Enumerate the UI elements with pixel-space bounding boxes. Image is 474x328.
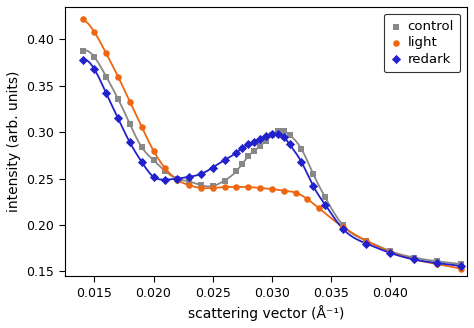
light (102, 51, 110, 56)
redark (250, 139, 258, 144)
control (310, 172, 317, 177)
light (268, 186, 276, 192)
control (79, 48, 86, 53)
redark (457, 263, 465, 269)
redark (434, 260, 441, 266)
redark (79, 57, 86, 62)
control (209, 183, 217, 189)
Y-axis label: intensity (arb. units): intensity (arb. units) (7, 71, 21, 212)
redark (91, 67, 98, 72)
light (197, 185, 205, 191)
light (315, 206, 323, 211)
Legend: control, light, redark: control, light, redark (384, 13, 460, 72)
control (138, 144, 146, 150)
redark (197, 172, 205, 177)
control (233, 169, 240, 174)
control (250, 148, 258, 154)
light (363, 238, 370, 243)
control (457, 261, 465, 267)
redark (238, 145, 246, 151)
redark (162, 177, 169, 182)
control (363, 238, 370, 243)
control (286, 133, 293, 138)
light (245, 184, 252, 190)
control (173, 176, 181, 181)
redark (268, 132, 276, 137)
control (386, 248, 394, 254)
light (386, 249, 394, 255)
control (162, 169, 169, 174)
light (434, 261, 441, 267)
control (114, 96, 122, 101)
light (256, 185, 264, 191)
light (114, 74, 122, 79)
redark (245, 142, 252, 147)
light (79, 16, 86, 22)
control (298, 146, 305, 152)
control (262, 138, 270, 143)
control (410, 255, 418, 260)
redark (173, 176, 181, 181)
redark (410, 257, 418, 262)
control (245, 154, 252, 159)
light (162, 166, 169, 171)
control (185, 179, 193, 184)
light (209, 185, 217, 191)
light (457, 266, 465, 271)
redark (150, 174, 157, 179)
light (126, 99, 134, 104)
light (221, 184, 228, 190)
X-axis label: scattering vector (Å⁻¹): scattering vector (Å⁻¹) (188, 305, 344, 321)
control (197, 183, 205, 188)
light (138, 124, 146, 129)
light (173, 177, 181, 182)
redark (138, 159, 146, 165)
light (280, 188, 287, 194)
light (339, 224, 346, 230)
light (303, 196, 311, 202)
redark (339, 226, 346, 232)
control (150, 157, 157, 163)
control (126, 121, 134, 127)
redark (386, 250, 394, 256)
control (274, 129, 282, 134)
light (410, 257, 418, 262)
control (91, 54, 98, 60)
control (256, 144, 264, 149)
redark (262, 133, 270, 139)
control (102, 74, 110, 79)
light (233, 184, 240, 190)
control (321, 195, 329, 200)
control (268, 133, 276, 138)
light (185, 183, 193, 188)
control (238, 161, 246, 166)
redark (310, 183, 317, 189)
redark (363, 241, 370, 246)
redark (274, 132, 282, 137)
light (91, 30, 98, 35)
redark (221, 157, 228, 163)
redark (233, 150, 240, 155)
control (339, 222, 346, 228)
redark (209, 165, 217, 170)
control (434, 259, 441, 264)
redark (102, 91, 110, 96)
redark (321, 202, 329, 207)
redark (298, 159, 305, 165)
control (280, 129, 287, 134)
redark (286, 142, 293, 147)
redark (185, 174, 193, 179)
light (292, 190, 299, 195)
light (150, 148, 157, 154)
control (221, 178, 228, 183)
redark (280, 134, 287, 139)
redark (126, 140, 134, 145)
redark (256, 136, 264, 141)
redark (114, 116, 122, 121)
